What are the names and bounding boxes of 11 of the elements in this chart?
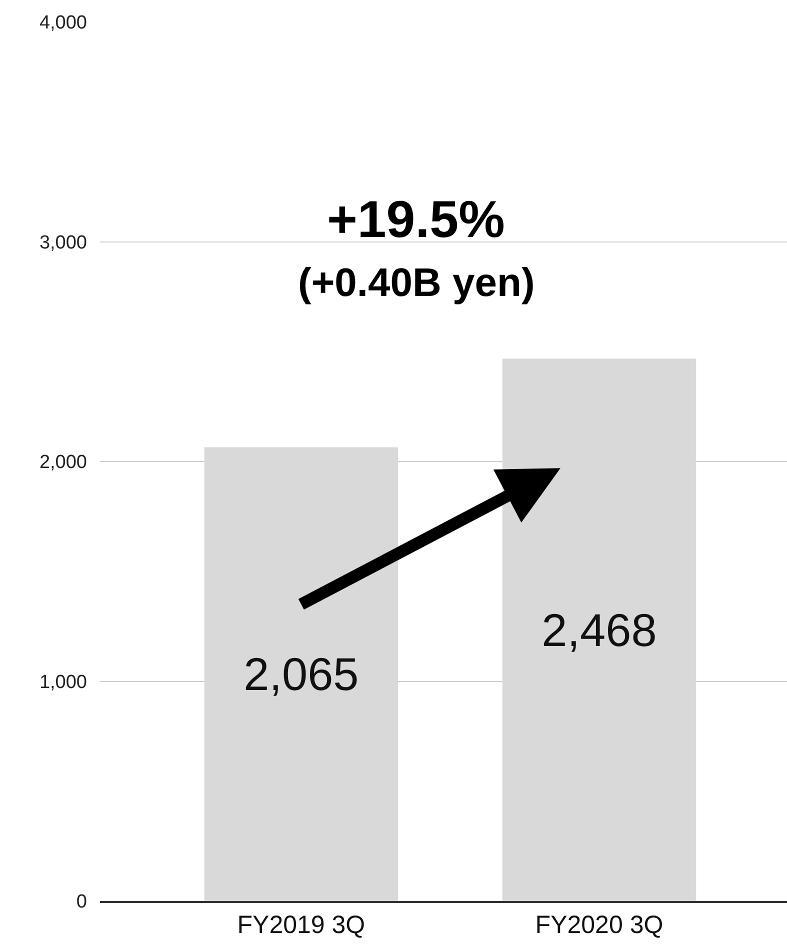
y-tick-label: 2,000 [39,452,87,474]
y-tick-label: 4,000 [39,12,87,34]
y-tick-label: 0 [76,892,87,913]
x-tick-label: FY2019 3Q [237,910,366,939]
annotation: +19.5% [327,191,505,249]
x-tick-label: FY2020 3Q [535,910,664,939]
y-tick-label: 3,000 [39,232,87,254]
data-label: 2,468 [542,604,657,656]
data-label: 2,065 [244,648,359,700]
annotation: (+0.40B yen) [298,261,535,305]
y-tick-label: 1,000 [39,672,87,693]
